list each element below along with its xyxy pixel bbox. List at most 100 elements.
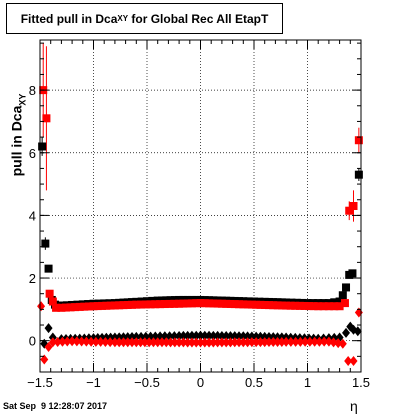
data-point-diamond (192, 337, 201, 348)
data-point-square (187, 299, 196, 308)
data-point-diamond (153, 337, 162, 348)
data-point-diamond (132, 331, 141, 342)
data-point-square (156, 300, 165, 309)
data-point-square (349, 202, 358, 210)
data-point-square (57, 303, 66, 312)
data-point-diamond (217, 330, 226, 341)
data-point-square (179, 299, 188, 308)
data-point-square (235, 300, 244, 309)
data-point-diamond (277, 336, 286, 347)
data-point-diamond (264, 332, 273, 343)
data-point-square (137, 300, 146, 309)
data-point-square (41, 239, 50, 248)
data-point-diamond (334, 338, 343, 349)
data-point-diamond (209, 330, 218, 341)
data-point-diamond (123, 332, 132, 343)
data-point-diamond (324, 336, 333, 347)
data-point-diamond (119, 337, 128, 348)
chart-title-sub: XY (117, 14, 129, 23)
data-point-diamond (128, 332, 137, 343)
data-point-diamond (128, 337, 137, 348)
data-point-diamond (222, 331, 231, 342)
data-point-square (324, 302, 333, 311)
data-point-square (300, 301, 309, 310)
data-point-square (44, 264, 53, 273)
data-point-diamond (96, 336, 105, 347)
data-point-square (247, 300, 256, 309)
data-point-square (330, 302, 339, 311)
data-point-diamond (239, 337, 248, 348)
data-point-diamond (226, 331, 235, 342)
data-point-square (200, 299, 209, 308)
data-point-square (239, 300, 248, 309)
data-point-diamond (187, 330, 196, 341)
data-point-square (45, 289, 54, 298)
data-point-square (335, 297, 344, 306)
x-tick-label: 1 (304, 375, 311, 390)
data-point-square (205, 299, 214, 308)
data-point-square (102, 301, 111, 310)
data-point-square (80, 302, 89, 311)
data-point-diamond (63, 336, 72, 347)
data-point-diamond (230, 337, 239, 348)
data-point-diamond (166, 337, 175, 348)
data-point-square (295, 301, 304, 310)
data-point-diamond (136, 337, 145, 348)
data-point-diamond (68, 336, 77, 347)
data-point-diamond (58, 336, 67, 347)
data-point-diamond (205, 330, 214, 341)
data-point-square (286, 301, 295, 310)
x-tick-label: 0 (197, 375, 204, 390)
data-point-diamond (200, 330, 209, 341)
data-point-square (314, 302, 323, 311)
data-point-diamond (243, 331, 252, 342)
data-point-diamond (53, 337, 62, 348)
data-point-square (42, 114, 51, 123)
data-point-diamond (315, 336, 324, 347)
data-point-diamond (230, 331, 239, 342)
data-point-diamond (175, 330, 184, 341)
data-point-square (175, 299, 184, 308)
data-point-diamond (40, 354, 49, 365)
data-point-diamond (282, 336, 291, 347)
data-point-square (273, 301, 282, 310)
data-point-diamond (162, 337, 171, 348)
data-point-diamond (209, 337, 218, 348)
chart-title: Fitted pull in Dca XY for Global Rec All … (6, 3, 283, 34)
timestamp: Sat Sep 9 12:28:07 2017 (3, 401, 108, 411)
data-point-square (84, 302, 93, 311)
data-point-diamond (239, 331, 248, 342)
data-point-square (354, 170, 363, 179)
y-axis-label-container: pull in DcaXY (6, 90, 30, 180)
data-point-square (222, 299, 231, 308)
data-point-square (348, 269, 357, 278)
data-point-diamond (213, 337, 222, 348)
data-point-diamond (200, 337, 209, 348)
data-point-square (213, 299, 222, 308)
data-point-diamond (183, 330, 192, 341)
axis-tick-labels: −1.5 −1 −0.5 0 0.5 1 1.5 0 2 4 6 8 (27, 83, 370, 390)
x-tick-label: −0.5 (134, 375, 160, 390)
data-point-square (319, 302, 328, 311)
data-point-diamond (187, 337, 196, 348)
y-axis-label: pull in DcaXY (9, 94, 28, 177)
data-point-square (170, 299, 179, 308)
data-point-square (160, 300, 169, 309)
data-point-diamond (235, 337, 244, 348)
data-point-diamond (48, 337, 57, 348)
data-point-diamond (296, 336, 305, 347)
data-point-diamond (157, 337, 166, 348)
data-point-square (110, 301, 119, 310)
data-point-diamond (286, 336, 295, 347)
data-point-square (106, 301, 115, 310)
data-point-square (183, 299, 192, 308)
data-point-square (256, 300, 265, 309)
data-point-diamond (252, 337, 261, 348)
data-point-diamond (115, 337, 124, 348)
data-point-diamond (196, 330, 205, 341)
data-point-square (132, 300, 141, 309)
data-point-diamond (44, 341, 53, 352)
x-tick-label: −1 (86, 375, 101, 390)
data-point-square (61, 303, 70, 312)
y-tick-label: 2 (29, 271, 36, 286)
